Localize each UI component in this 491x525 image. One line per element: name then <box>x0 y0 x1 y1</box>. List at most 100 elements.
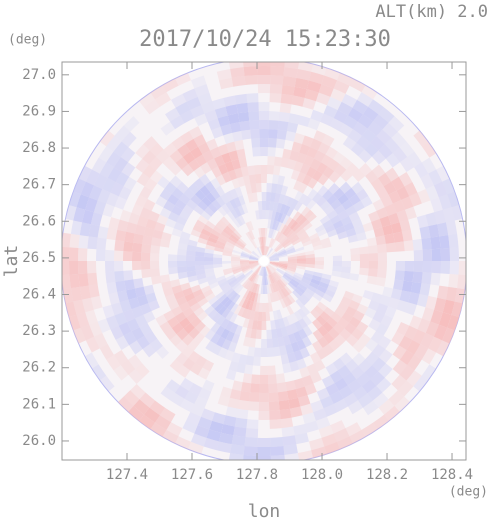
echo-cell <box>114 270 125 282</box>
echo-cell <box>269 253 278 259</box>
echo-cell <box>271 292 277 302</box>
echo-cell <box>154 222 166 233</box>
echo-cell <box>257 311 263 321</box>
echo-cell <box>278 223 285 233</box>
echo-cell <box>249 272 256 281</box>
echo-cell <box>233 229 242 239</box>
echo-cell <box>274 231 281 241</box>
echo-cell <box>231 76 246 87</box>
echo-cell <box>231 262 241 266</box>
echo-cell <box>171 228 183 238</box>
echo-cell <box>428 336 443 353</box>
echo-cell <box>257 455 271 460</box>
echo-cell <box>312 340 323 352</box>
echo-cell <box>223 270 233 276</box>
echo-cell <box>299 366 311 378</box>
echo-cell <box>318 84 334 97</box>
echo-cell <box>238 195 246 206</box>
echo-cell <box>278 263 288 266</box>
echo-cell <box>269 410 281 420</box>
echo-cell <box>255 329 262 339</box>
echo-cell <box>242 248 252 254</box>
echo-cell <box>209 281 219 290</box>
echo-cell <box>286 207 294 217</box>
echo-cell <box>139 303 152 315</box>
echo-cell <box>229 292 239 302</box>
echo-cell <box>68 314 81 331</box>
echo-cell <box>267 219 272 229</box>
echo-cell <box>372 311 385 323</box>
echo-cell <box>260 174 268 184</box>
echo-cell <box>216 336 226 348</box>
echo-cell <box>324 441 341 455</box>
echo-cell <box>361 128 377 143</box>
echo-cell <box>214 155 225 167</box>
echo-cell <box>272 282 279 292</box>
echo-cell <box>187 339 200 351</box>
echo-cell <box>225 104 238 116</box>
echo-cell <box>106 227 118 241</box>
echo-cell <box>318 281 329 290</box>
echo-cell <box>265 201 271 211</box>
echo-cell <box>190 105 205 119</box>
echo-cell <box>261 320 267 330</box>
echo-cell <box>165 218 177 229</box>
echo-cell <box>268 265 275 273</box>
echo-cell <box>267 347 275 357</box>
echo-cell <box>250 240 257 249</box>
echo-cell <box>345 228 357 238</box>
echo-cell <box>296 252 306 257</box>
echo-cell <box>314 224 325 233</box>
echo-cell <box>361 379 377 394</box>
echo-cell <box>265 246 269 256</box>
echo-cell <box>274 211 280 222</box>
echo-cell <box>237 275 246 283</box>
echo-cell <box>279 213 287 224</box>
echo-cell <box>310 138 322 151</box>
echo-cell <box>294 272 304 279</box>
echo-cell <box>82 209 94 225</box>
echo-cell <box>391 374 407 391</box>
y-tick-label: 26.5 <box>22 250 56 266</box>
echo-cell <box>268 250 276 258</box>
x-tick-label: 127.6 <box>171 467 213 483</box>
y-axis-label: lat <box>1 245 22 278</box>
echo-cell <box>383 181 397 195</box>
echo-cell <box>422 261 432 273</box>
echo-cell <box>128 354 143 369</box>
echo-cell <box>268 284 272 294</box>
echo-cell <box>197 416 213 430</box>
echo-cell <box>277 390 289 402</box>
echo-cell <box>278 252 288 257</box>
echo-cell <box>261 246 264 256</box>
echo-cell <box>162 78 179 93</box>
echo-cell <box>291 238 302 246</box>
echo-cell <box>240 259 250 261</box>
echo-cell <box>193 134 207 147</box>
echo-cell <box>274 156 283 167</box>
echo-cell <box>368 299 380 312</box>
echo-cell <box>362 222 374 233</box>
echo-cell <box>409 192 422 207</box>
echo-cell <box>247 319 254 329</box>
echo-cell <box>272 201 279 212</box>
echo-cell <box>324 289 336 298</box>
echo-cell <box>368 253 378 261</box>
echo-cell <box>245 327 253 338</box>
echo-cell <box>299 163 311 175</box>
echo-cell <box>270 66 285 77</box>
echo-cell <box>221 171 232 183</box>
echo-cell <box>151 275 162 285</box>
echo-cell <box>245 270 254 278</box>
echo-cell <box>243 62 258 68</box>
echo-cell <box>62 232 71 248</box>
echo-cell <box>293 161 304 172</box>
echo-cell <box>130 383 146 400</box>
echo-cell <box>258 266 263 276</box>
echo-cell <box>287 254 297 258</box>
echo-cell <box>251 252 260 258</box>
y-tick-label: 26.6 <box>22 213 56 229</box>
echo-cell <box>327 229 338 238</box>
echo-cell <box>227 223 236 232</box>
echo-cell <box>249 262 259 266</box>
